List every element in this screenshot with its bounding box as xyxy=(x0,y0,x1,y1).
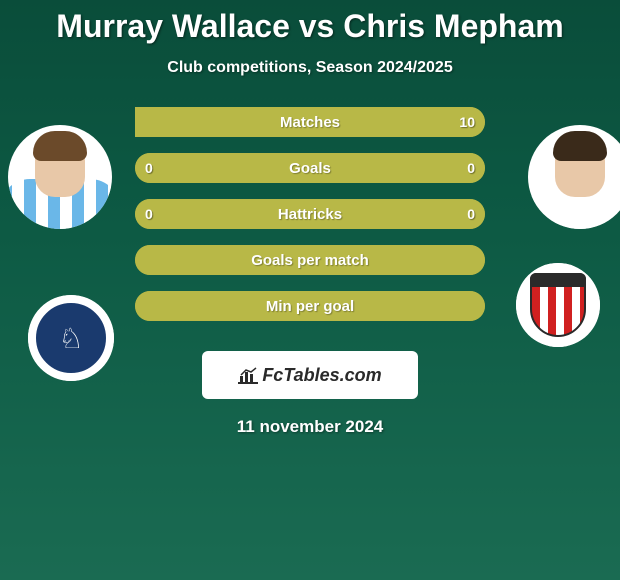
stat-bar-hattricks: 0 Hattricks 0 xyxy=(135,199,485,229)
club-left-badge: ♘ xyxy=(28,295,114,381)
stat-fill-right xyxy=(310,153,485,183)
stat-label: Hattricks xyxy=(278,206,342,223)
stat-value-right: 0 xyxy=(467,160,475,176)
lion-icon: ♘ xyxy=(58,322,83,355)
stat-value-right: 0 xyxy=(467,206,475,222)
shield-top xyxy=(530,273,586,287)
player-left-photo xyxy=(8,125,112,229)
stat-bar-goals-per-match: Goals per match xyxy=(135,245,485,275)
stat-bar-min-per-goal: Min per goal xyxy=(135,291,485,321)
stat-label: Min per goal xyxy=(266,298,354,315)
logo-text: FcTables.com xyxy=(262,365,381,386)
player-left-hair xyxy=(33,131,87,161)
stat-bars: Matches 10 0 Goals 0 0 Hattricks 0 Goals per mat… xyxy=(135,107,485,321)
stat-label: Goals per match xyxy=(251,252,369,269)
sunderland-badge-icon xyxy=(516,263,600,347)
stat-fill-left xyxy=(135,153,310,183)
stat-label: Goals xyxy=(289,160,331,177)
chart-icon xyxy=(238,366,258,384)
millwall-badge-icon: ♘ xyxy=(28,295,114,381)
stat-bar-goals: 0 Goals 0 xyxy=(135,153,485,183)
stat-value-left: 0 xyxy=(145,206,153,222)
shield-icon xyxy=(530,273,586,337)
comparison-content: ♘ Matches 10 0 Goals 0 0 Hattricks 0 Goals per m… xyxy=(0,107,620,437)
fctables-logo: FcTables.com xyxy=(202,351,418,399)
date-text: 11 november 2024 xyxy=(8,417,612,437)
club-right-badge xyxy=(516,263,600,347)
page-title: Murray Wallace vs Chris Mepham xyxy=(0,0,620,45)
player-right-photo xyxy=(528,125,620,229)
player-right-hair xyxy=(553,131,607,161)
stat-value-left: 0 xyxy=(145,160,153,176)
stat-label: Matches xyxy=(280,114,340,131)
stat-value-right: 10 xyxy=(459,114,475,130)
subtitle: Club competitions, Season 2024/2025 xyxy=(0,59,620,77)
stat-bar-matches: Matches 10 xyxy=(135,107,485,137)
